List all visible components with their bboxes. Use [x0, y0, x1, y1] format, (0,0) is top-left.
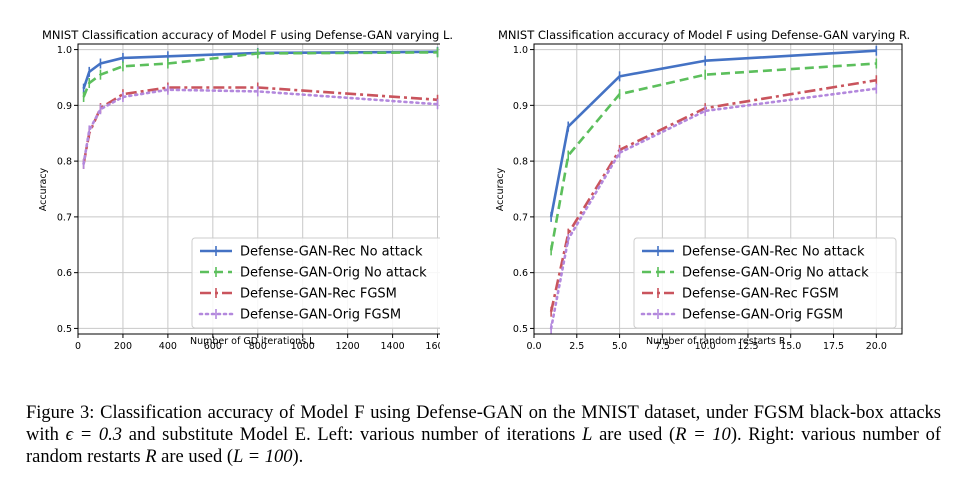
right-chart-legend [633, 237, 897, 329]
caption-text-3: are used ( [599, 425, 676, 445]
left-chart-legend-label-orig_fgsm: Defense-GAN-Orig FGSM [240, 308, 401, 323]
right-chart-ytick-label: 0.7 [513, 212, 528, 223]
left-chart: 0 200 400 600 800 1000 1200 1400 1600 0.5 0.6 0.7 0.… [57, 43, 440, 352]
left-chart-ytick-label: 0.7 [57, 212, 72, 223]
caption-text-6: ). [292, 447, 304, 467]
right-chart-xtick-label: 0.0 [526, 341, 541, 352]
right-chart-xtick-label: 7.5 [655, 341, 670, 352]
right-chart-ytick-label: 0.8 [513, 157, 528, 168]
figure-caption: Figure 3: Classification accuracy of Mod… [26, 402, 941, 468]
right-chart-xtick-label: 10.0 [695, 341, 716, 352]
caption-text-4: ). Right: various number of random resta… [26, 425, 942, 467]
left-chart-xtick-label: 1400 [380, 341, 404, 352]
right-chart-legend-label-rec_no_attack: Defense-GAN-Rec No attack [682, 245, 865, 260]
left-chart-ytick-label: 0.5 [57, 324, 72, 335]
left-chart-xtick-label: 600 [204, 341, 222, 352]
left-chart-xlabel: Number of GD iterations L [190, 336, 315, 347]
right-chart-xtick-label: 2.5 [569, 341, 584, 352]
left-chart-legend-label-orig_no_attack: Defense-GAN-Orig No attack [240, 266, 427, 281]
right-chart-xtick-label: 20.0 [866, 341, 887, 352]
right-chart-legend-label-rec_fgsm: Defense-GAN-Rec FGSM [682, 287, 839, 302]
left-chart-legend-label-rec_fgsm: Defense-GAN-Rec FGSM [240, 287, 397, 302]
right-chart-xtick-label: 5.0 [612, 341, 627, 352]
caption-L: L [582, 425, 593, 445]
caption-R: R [145, 447, 157, 467]
caption-label: Figure 3: [26, 403, 95, 423]
caption-text-1: Classification accuracy of Model F using… [26, 403, 941, 445]
left-chart-ytick-label: 0.8 [57, 157, 72, 168]
left-chart-xtick-label: 1000 [291, 341, 315, 352]
left-chart-xtick-label: 200 [114, 341, 132, 352]
caption-text-2: and substitute Model E. Left: various nu… [128, 425, 576, 445]
right-chart: 0.0 2.5 5.0 7.5 10.0 12.5 15.0 17.5 20.0 0.5 0.6 0.… [513, 43, 903, 352]
left-chart-ytick-label: 0.9 [57, 101, 72, 112]
left-chart-ytick-label: 0.6 [57, 268, 72, 279]
right-chart-axes-frame [533, 43, 903, 335]
right-chart-ytick-label: 0.6 [513, 268, 528, 279]
right-chart-title: MNIST Classification accuracy of Model F… [498, 28, 911, 42]
right-chart-legend-label-orig_no_attack: Defense-GAN-Orig No attack [682, 266, 869, 281]
left-chart-title: MNIST Classification accuracy of Model F… [42, 28, 454, 42]
left-chart-axes-frame [77, 43, 440, 335]
left-chart-legend [191, 237, 440, 329]
left-chart-xtick-label: 1600 [425, 341, 440, 352]
right-chart-xlabel: Number of random restarts R [646, 336, 786, 347]
caption-eps: ϵ = 0.3 [65, 425, 123, 445]
caption-R10: R = 10 [675, 425, 731, 445]
left-chart-xtick-label: 0 [75, 341, 81, 352]
caption-L100: L = 100 [233, 447, 293, 467]
right-chart-ytick-label: 0.9 [513, 101, 528, 112]
left-chart-xtick-label: 400 [159, 341, 177, 352]
right-chart-xtick-label: 12.5 [737, 341, 758, 352]
right-chart-ytick-label: 0.5 [513, 324, 528, 335]
right-chart-ytick-label: 1.0 [513, 45, 528, 56]
right-chart-legend-label-orig_fgsm: Defense-GAN-Orig FGSM [682, 308, 843, 323]
right-chart-xtick-label: 15.0 [780, 341, 801, 352]
caption-text-5: are used ( [161, 447, 234, 467]
left-chart-xtick-label: 1200 [336, 341, 360, 352]
left-chart-xtick-label: 800 [249, 341, 267, 352]
left-chart-legend-label-rec_no_attack: Defense-GAN-Rec No attack [240, 245, 423, 260]
left-chart-ytick-label: 1.0 [57, 45, 72, 56]
right-chart-xtick-label: 17.5 [823, 341, 844, 352]
